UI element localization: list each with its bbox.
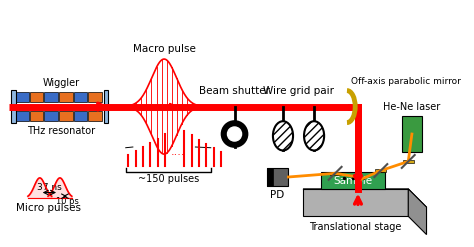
Text: Wiggler: Wiggler [42, 78, 79, 88]
Bar [321, 172, 385, 189]
Text: 37 ns: 37 ns [37, 183, 62, 192]
Ellipse shape [273, 121, 293, 150]
Text: ~150 pulses: ~150 pulses [137, 174, 199, 184]
Bar [266, 168, 289, 186]
Text: Macro pulse: Macro pulse [133, 43, 196, 54]
Bar [266, 168, 273, 186]
Bar [59, 111, 73, 121]
Circle shape [228, 127, 242, 141]
Bar [402, 116, 422, 152]
Text: Wire grid pair: Wire grid pair [263, 86, 334, 96]
Polygon shape [303, 189, 408, 216]
Bar [15, 111, 29, 121]
Bar [73, 92, 87, 102]
Bar [45, 111, 58, 121]
Bar [30, 111, 44, 121]
Bar [59, 92, 73, 102]
Bar [329, 171, 341, 175]
Bar [375, 169, 386, 172]
Text: THz resonator: THz resonator [27, 126, 95, 136]
Text: ....: .... [171, 147, 185, 157]
Polygon shape [408, 189, 427, 235]
Bar [15, 92, 29, 102]
Text: Translational stage: Translational stage [310, 222, 402, 232]
Bar [88, 111, 102, 121]
Polygon shape [303, 189, 427, 207]
Bar [30, 92, 44, 102]
Bar [104, 90, 109, 123]
Circle shape [222, 121, 247, 147]
Bar [45, 92, 58, 102]
Text: Beam shutter: Beam shutter [199, 86, 270, 96]
Text: Micro pulses: Micro pulses [17, 203, 82, 213]
Bar [403, 160, 414, 163]
Text: Off-axis parabolic mirror: Off-axis parabolic mirror [351, 78, 461, 86]
Text: He-Ne laser: He-Ne laser [383, 102, 440, 112]
Ellipse shape [304, 121, 324, 150]
Bar [73, 111, 87, 121]
Text: 10 ps: 10 ps [56, 197, 79, 206]
Bar [11, 90, 16, 123]
Text: Sample: Sample [334, 176, 373, 186]
Bar [88, 92, 102, 102]
Text: PD: PD [270, 190, 284, 200]
